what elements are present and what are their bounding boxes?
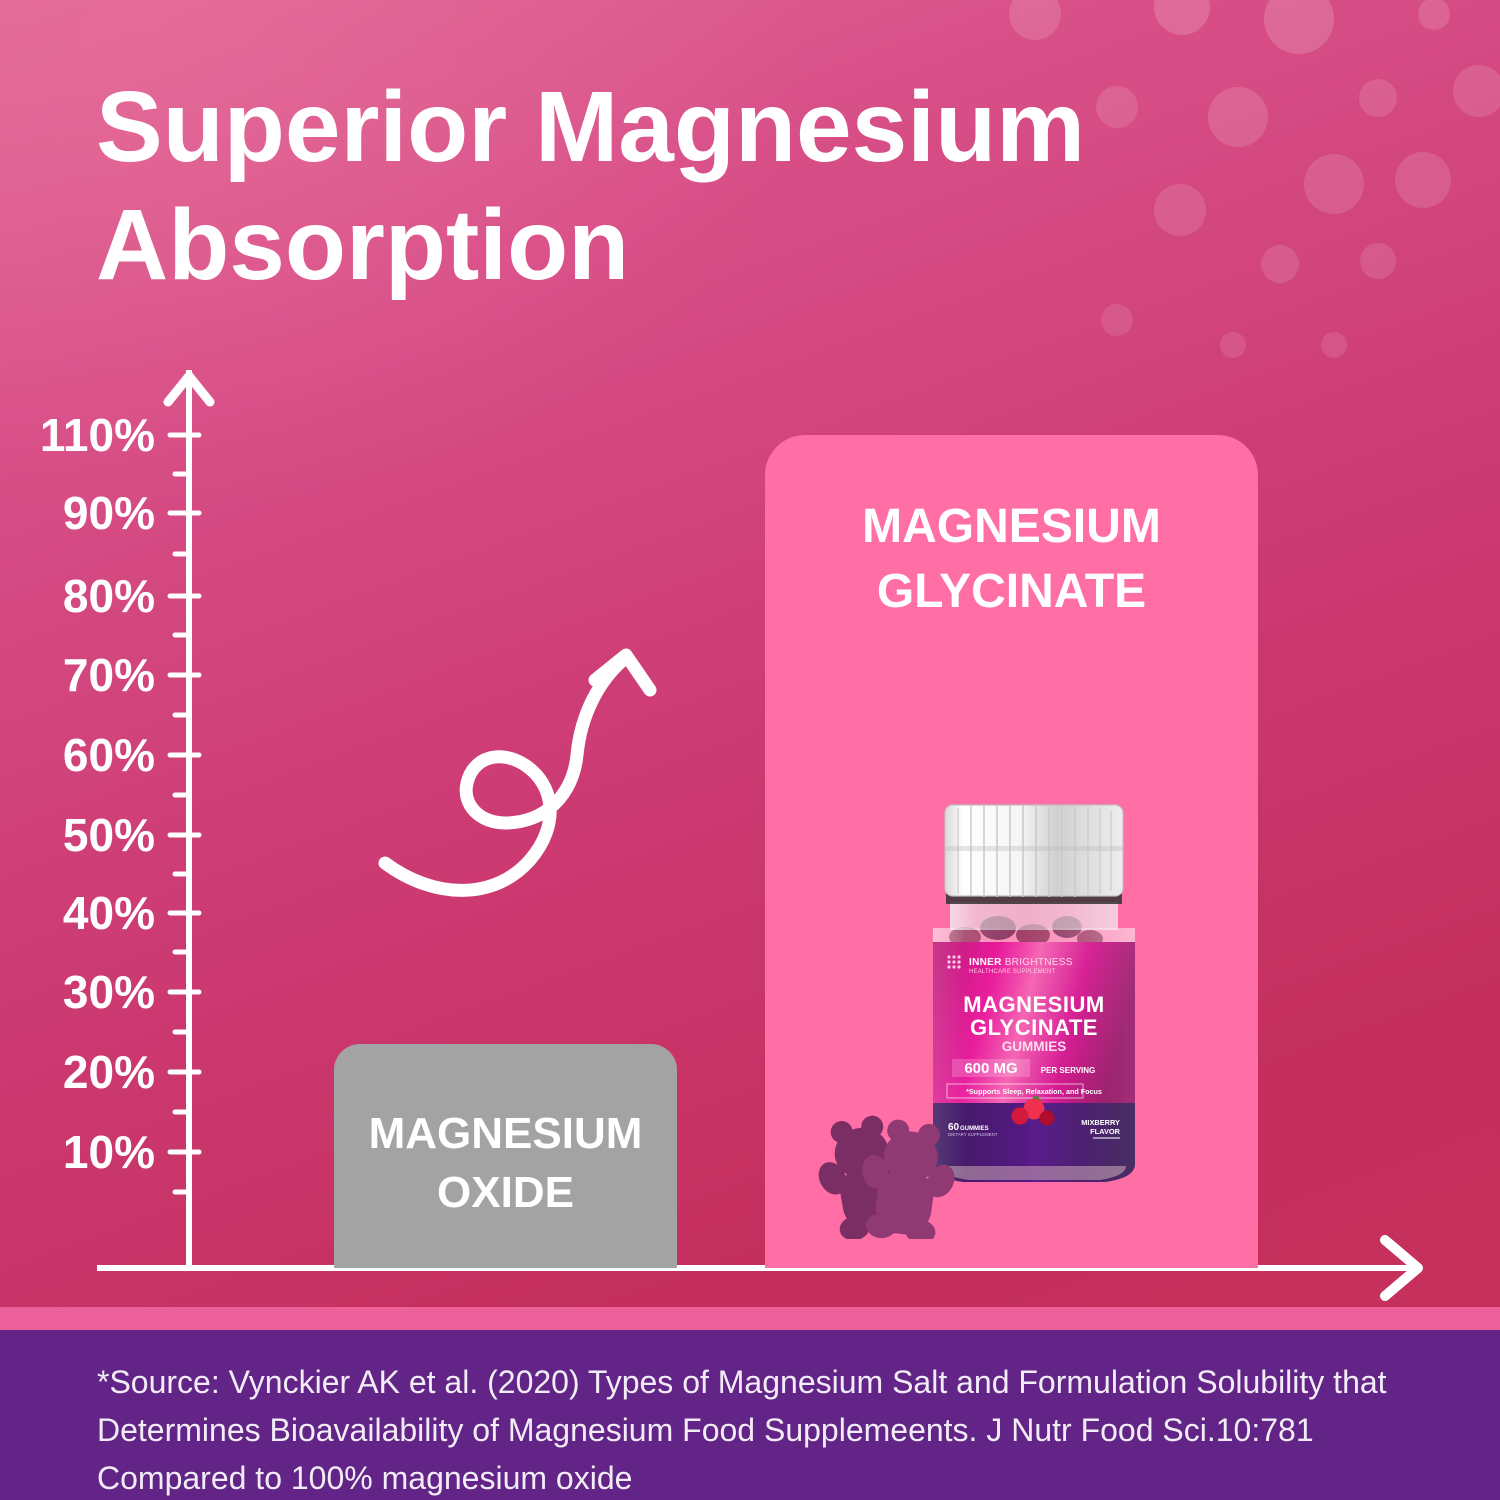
svg-text:MAGNESIUM: MAGNESIUM [963, 992, 1104, 1017]
svg-text:600 MG: 600 MG [964, 1060, 1017, 1077]
svg-text:GUMMIES: GUMMIES [1002, 1039, 1067, 1054]
svg-text:FLAVOR: FLAVOR [1090, 1127, 1120, 1136]
svg-text:*Supports Sleep, Relaxation, a: *Supports Sleep, Relaxation, and Focus [966, 1087, 1102, 1096]
svg-text:MIXBERRY: MIXBERRY [1081, 1118, 1120, 1127]
svg-text:PER SERVING: PER SERVING [1041, 1066, 1096, 1075]
svg-text:HEALTHCARE SUPPLEMENT: HEALTHCARE SUPPLEMENT [969, 969, 1056, 975]
svg-text:GLYCINATE: GLYCINATE [970, 1015, 1098, 1040]
svg-text:INNER BRIGHTNESS: INNER BRIGHTNESS [969, 957, 1073, 968]
